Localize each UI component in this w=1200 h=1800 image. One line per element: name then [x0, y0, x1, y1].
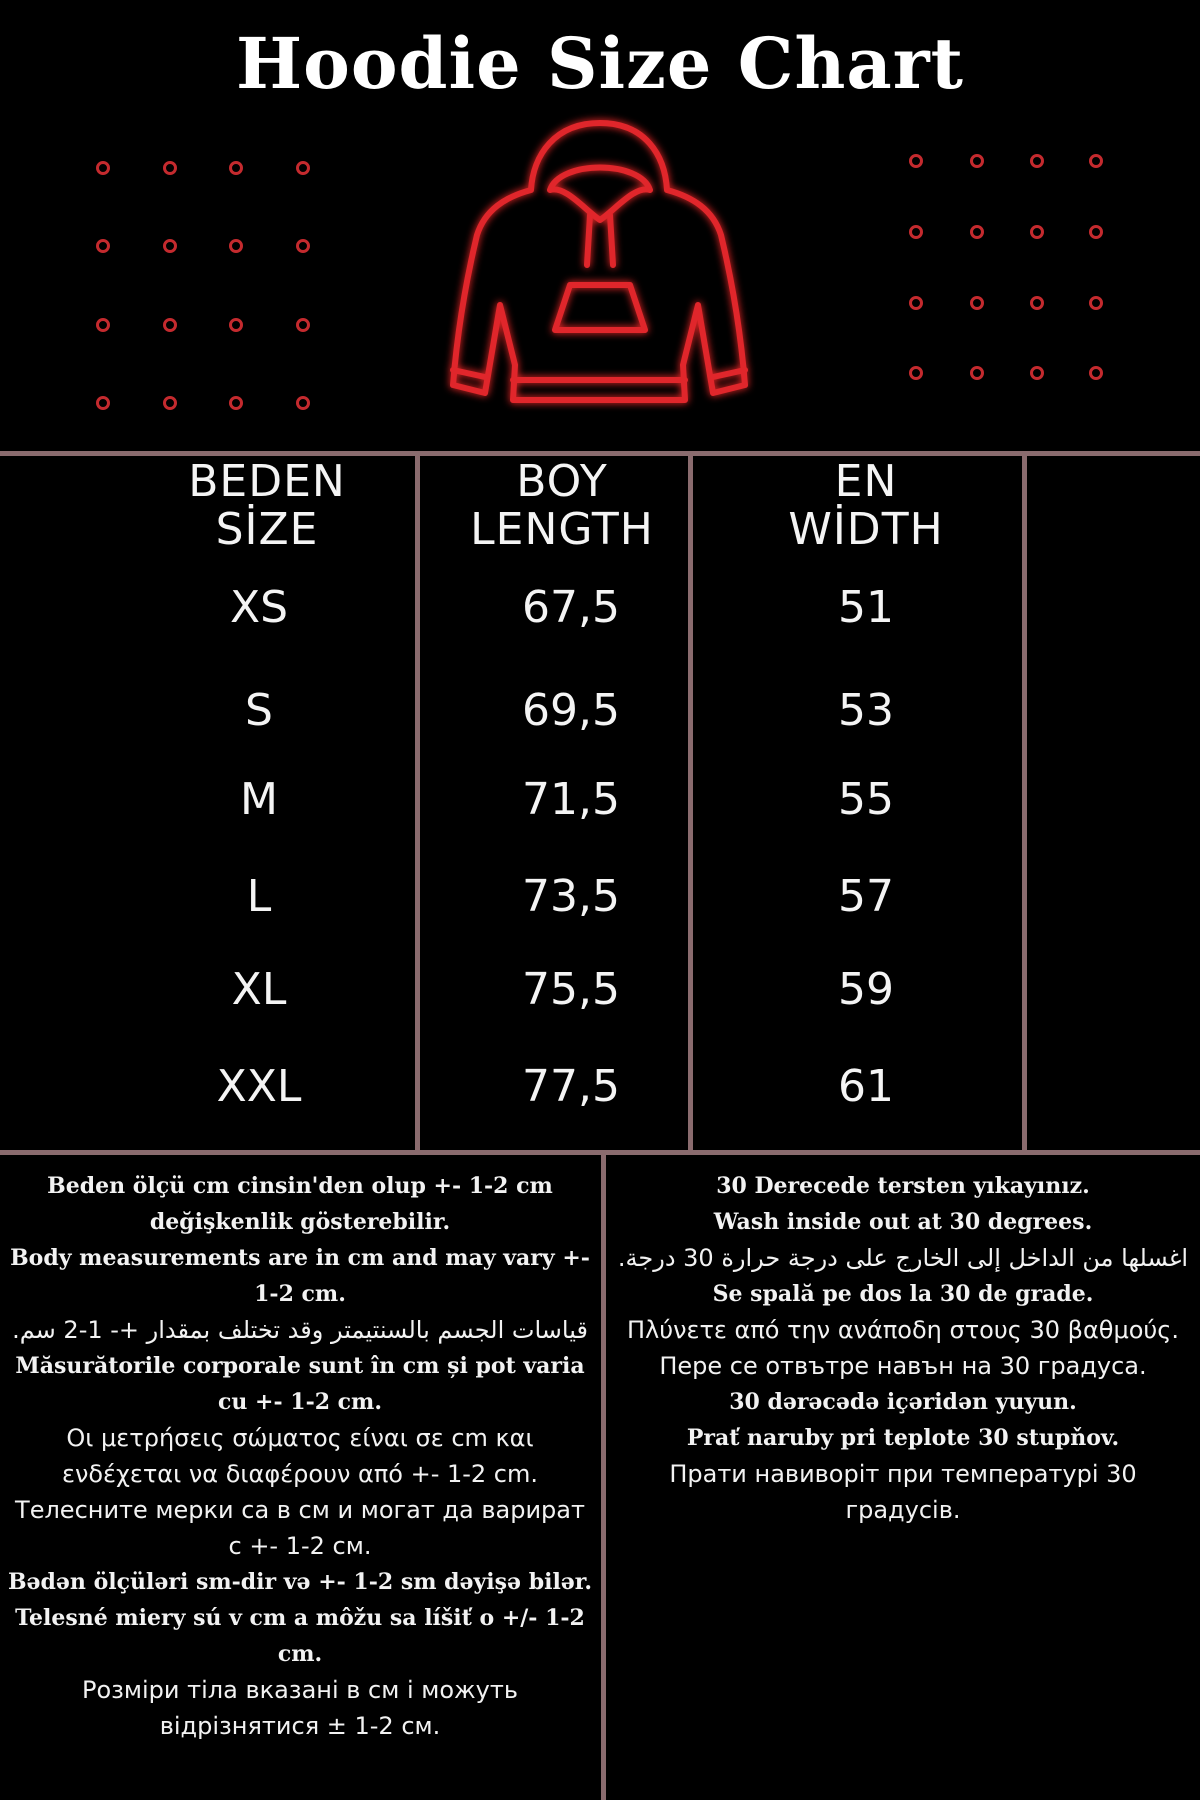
cell-width: 53	[838, 685, 894, 736]
decorative-dot	[909, 366, 923, 380]
decorative-dot	[229, 239, 243, 253]
note-line: Prať naruby pri teplote 30 stupňov.	[686, 1425, 1120, 1451]
decorative-dot	[970, 154, 984, 168]
notes-divider	[601, 1150, 606, 1800]
measurement-notes: Beden ölçü cm cinsin'den olup +- 1-2 cm …	[0, 1168, 600, 1744]
note-line: Bədən ölçüləri sm-dir və +- 1-2 sm dəyiş…	[7, 1569, 593, 1595]
decorative-dot	[970, 366, 984, 380]
note-line: Розміри тіла вказані в см і можуть відрі…	[81, 1676, 519, 1740]
decorative-dot	[909, 154, 923, 168]
header-length-en: LENGTH	[470, 504, 654, 555]
table-bottom-border	[0, 1150, 1200, 1155]
decorative-dot	[1030, 225, 1044, 239]
decorative-dot	[296, 239, 310, 253]
decorative-dot	[296, 396, 310, 410]
cell-size: S	[245, 685, 273, 736]
decorative-dot	[96, 318, 110, 332]
decorative-dot	[1030, 296, 1044, 310]
note-line: Wash inside out at 30 degrees.	[713, 1209, 1093, 1235]
decorative-dot	[970, 225, 984, 239]
decorative-dot	[296, 161, 310, 175]
decorative-dot	[163, 396, 177, 410]
table-top-border	[0, 451, 1200, 456]
decorative-dot	[96, 239, 110, 253]
header-length-tr: BOY	[516, 456, 608, 507]
decorative-dot	[970, 296, 984, 310]
cell-width: 55	[838, 774, 894, 825]
cell-size: XXL	[216, 1061, 302, 1112]
note-line: اغسلها من الداخل إلى الخارج على درجة حرا…	[617, 1244, 1189, 1272]
decorative-dot	[909, 225, 923, 239]
decorative-dot	[229, 396, 243, 410]
decorative-dot	[1089, 296, 1103, 310]
cell-length: 73,5	[522, 871, 620, 922]
header-size-tr: BEDEN	[188, 456, 346, 507]
note-line: Πλύνετε από την ανάποδη στους 30 βαθμούς…	[626, 1316, 1180, 1344]
header-length: BOY LENGTH	[432, 458, 692, 554]
column-divider	[1022, 451, 1027, 1153]
column-divider	[415, 451, 420, 1153]
cell-length: 77,5	[522, 1061, 620, 1112]
washing-notes: 30 Derecede tersten yıkayınız. Wash insid…	[606, 1168, 1200, 1528]
cell-length: 67,5	[522, 582, 620, 633]
decorative-dot	[1030, 154, 1044, 168]
cell-length: 75,5	[522, 964, 620, 1015]
column-divider	[688, 451, 693, 1153]
decorative-dot	[163, 318, 177, 332]
header-size-en: SİZE	[215, 504, 319, 555]
note-line: Пере се отвътре навън на 30 градуса.	[659, 1352, 1147, 1380]
cell-size: L	[246, 871, 272, 922]
note-line: Beden ölçü cm cinsin'den olup +- 1-2 cm …	[47, 1173, 553, 1235]
cell-width: 61	[838, 1061, 894, 1112]
note-line: قياسات الجسم بالسنتيمتر وقد تختلف بمقدار…	[12, 1316, 588, 1344]
hoodie-icon	[450, 120, 748, 403]
decorative-dot	[96, 161, 110, 175]
cell-size: XS	[229, 582, 289, 633]
decorative-dot	[1030, 366, 1044, 380]
cell-width: 57	[838, 871, 894, 922]
cell-size: XL	[231, 964, 287, 1015]
decorative-dot	[1089, 366, 1103, 380]
cell-width: 59	[838, 964, 894, 1015]
header-size: BEDEN SİZE	[137, 458, 397, 554]
decorative-dot	[96, 396, 110, 410]
header-width-tr: EN	[834, 456, 898, 507]
decorative-dot	[163, 161, 177, 175]
cell-size: M	[240, 774, 278, 825]
note-line: 30 dərəcədə içəridən yuyun.	[729, 1389, 1077, 1415]
cell-width: 51	[838, 582, 894, 633]
decorative-dot	[296, 318, 310, 332]
cell-length: 69,5	[522, 685, 620, 736]
decorative-dot	[163, 239, 177, 253]
decorative-dot	[229, 318, 243, 332]
cell-length: 71,5	[522, 774, 620, 825]
page-title: Hoodie Size Chart	[236, 22, 964, 105]
decorative-dot	[909, 296, 923, 310]
header-width-en: WİDTH	[788, 504, 944, 555]
decorative-dot	[229, 161, 243, 175]
note-line: Telesné miery sú v cm a môžu sa líšiť o …	[15, 1605, 585, 1667]
note-line: Măsurătorile corporale sunt în cm și pot…	[15, 1353, 585, 1415]
note-line: 30 Derecede tersten yıkayınız.	[716, 1173, 1090, 1199]
header-width: EN WİDTH	[736, 458, 996, 554]
note-line: Body measurements are in cm and may vary…	[10, 1245, 590, 1307]
decorative-dot	[1089, 225, 1103, 239]
note-line: Se spală pe dos la 30 de grade.	[712, 1281, 1094, 1307]
note-line: Прати навиворіт при температурі 30 граду…	[669, 1460, 1137, 1524]
note-line: Телесните мерки са в см и могат да варир…	[15, 1496, 585, 1560]
decorative-dot	[1089, 154, 1103, 168]
note-line: Οι μετρήσεις σώματος είναι σε cm και ενδ…	[61, 1424, 539, 1488]
